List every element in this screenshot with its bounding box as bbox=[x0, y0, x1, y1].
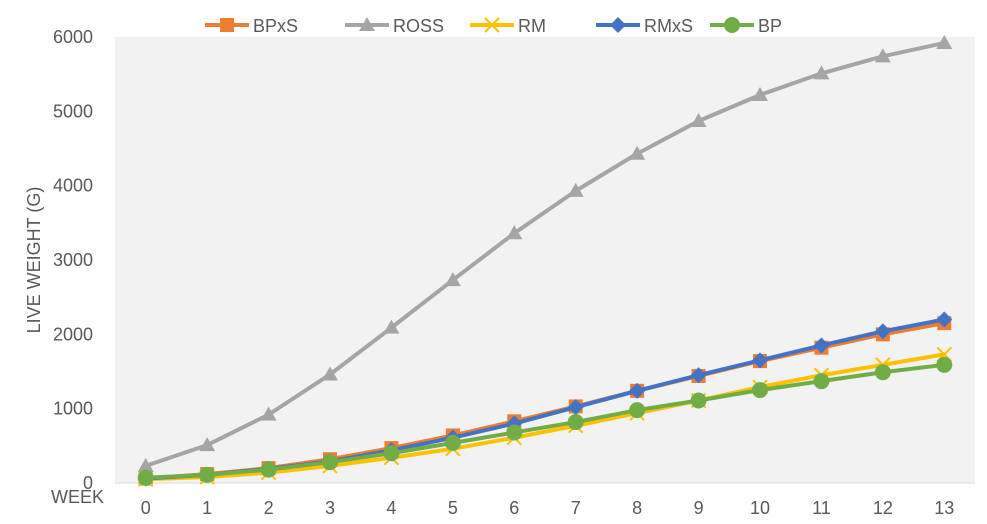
data-point-rmxs bbox=[874, 323, 891, 340]
series-bp bbox=[137, 356, 953, 486]
x-tick-label: 12 bbox=[873, 498, 893, 518]
x-tick-label: 1 bbox=[202, 498, 212, 518]
x-tick-label: 6 bbox=[509, 498, 519, 518]
data-point-bp bbox=[199, 466, 216, 483]
x-tick-label: 5 bbox=[448, 498, 458, 518]
data-point-rmxs bbox=[629, 382, 646, 399]
y-tick-label: 4000 bbox=[53, 176, 93, 196]
data-point-bp bbox=[813, 373, 830, 390]
legend: BPxS ROSS RM RMxS BP bbox=[205, 16, 782, 36]
x-tick-label: 10 bbox=[750, 498, 770, 518]
x-tick-label: 4 bbox=[386, 498, 396, 518]
legend-item-rmxs: RMxS bbox=[596, 16, 693, 36]
data-point-ross bbox=[874, 48, 891, 63]
data-point-ross bbox=[260, 406, 277, 421]
legend-label-rmxs: RMxS bbox=[644, 16, 693, 36]
data-point-ross bbox=[567, 182, 584, 197]
x-tick-label: 11 bbox=[812, 498, 831, 518]
legend-marker-rm bbox=[484, 17, 500, 33]
data-point-bp bbox=[322, 454, 338, 471]
x-tick-label: 9 bbox=[694, 498, 704, 518]
data-point-ross bbox=[199, 437, 216, 452]
data-point-ross bbox=[322, 366, 338, 381]
series-line-rm bbox=[145, 352, 945, 482]
data-point-rmxs bbox=[690, 367, 707, 384]
legend-marker-rmxs bbox=[610, 17, 626, 33]
x-tick-label: 13 bbox=[934, 498, 954, 518]
data-point-rmxs bbox=[752, 352, 768, 369]
data-point-ross bbox=[444, 272, 461, 287]
data-point-rmxs bbox=[813, 337, 830, 354]
y-tick-label: 1000 bbox=[53, 399, 93, 419]
data-point-bp bbox=[444, 434, 461, 451]
y-tick-label: 6000 bbox=[53, 27, 93, 47]
legend-label-rm: RM bbox=[518, 16, 546, 36]
data-point-bp bbox=[383, 445, 400, 462]
data-point-bp bbox=[752, 382, 768, 399]
data-point-ross bbox=[383, 319, 400, 334]
legend-marker-bpxs bbox=[220, 18, 234, 32]
x-tick-label: 0 bbox=[141, 498, 151, 518]
y-axis-title: LIVE WEIGHT (G) bbox=[24, 187, 44, 334]
x-tick-label: 7 bbox=[571, 498, 581, 518]
data-point-ross bbox=[813, 65, 830, 80]
legend-label-bp: BP bbox=[758, 16, 782, 36]
y-tick-label: 3000 bbox=[53, 250, 93, 270]
legend-item-bp: BP bbox=[710, 16, 782, 36]
data-point-bp bbox=[137, 469, 154, 486]
data-point-bp bbox=[629, 402, 646, 419]
legend-marker-ross bbox=[359, 17, 375, 31]
x-axis-title: WEEK bbox=[51, 487, 104, 507]
data-point-bp bbox=[690, 392, 707, 409]
legend-marker-bp bbox=[724, 17, 740, 33]
x-tick-label: 2 bbox=[264, 498, 274, 518]
series-ross bbox=[137, 34, 953, 472]
y-tick-label: 0 bbox=[83, 473, 93, 493]
data-point-rmxs bbox=[936, 311, 953, 328]
x-tick-label: 8 bbox=[632, 498, 642, 518]
y-tick-label: 5000 bbox=[53, 101, 93, 121]
data-point-ross bbox=[506, 225, 523, 240]
y-tick-label: 2000 bbox=[53, 324, 93, 344]
legend-item-rm: RM bbox=[470, 16, 546, 36]
data-point-ross bbox=[936, 34, 953, 49]
legend-item-bpxs: BPxS bbox=[205, 16, 298, 36]
data-point-bp bbox=[506, 424, 523, 441]
data-point-ross bbox=[137, 457, 154, 472]
legend-item-ross: ROSS bbox=[345, 16, 444, 36]
data-point-rmxs bbox=[567, 399, 584, 416]
data-point-ross bbox=[752, 86, 768, 101]
series-line-ross bbox=[145, 40, 945, 468]
data-point-bp bbox=[567, 414, 584, 431]
data-point-ross bbox=[629, 145, 646, 160]
data-point-ross bbox=[690, 112, 707, 127]
data-point-bp bbox=[260, 461, 277, 478]
legend-label-bpxs: BPxS bbox=[253, 16, 298, 36]
x-tick-label: 3 bbox=[325, 498, 335, 518]
plot-area bbox=[115, 37, 975, 483]
data-point-bp bbox=[874, 364, 891, 381]
legend-label-ross: ROSS bbox=[393, 16, 444, 36]
series-line-bp bbox=[145, 362, 945, 480]
data-point-bp bbox=[936, 356, 953, 373]
